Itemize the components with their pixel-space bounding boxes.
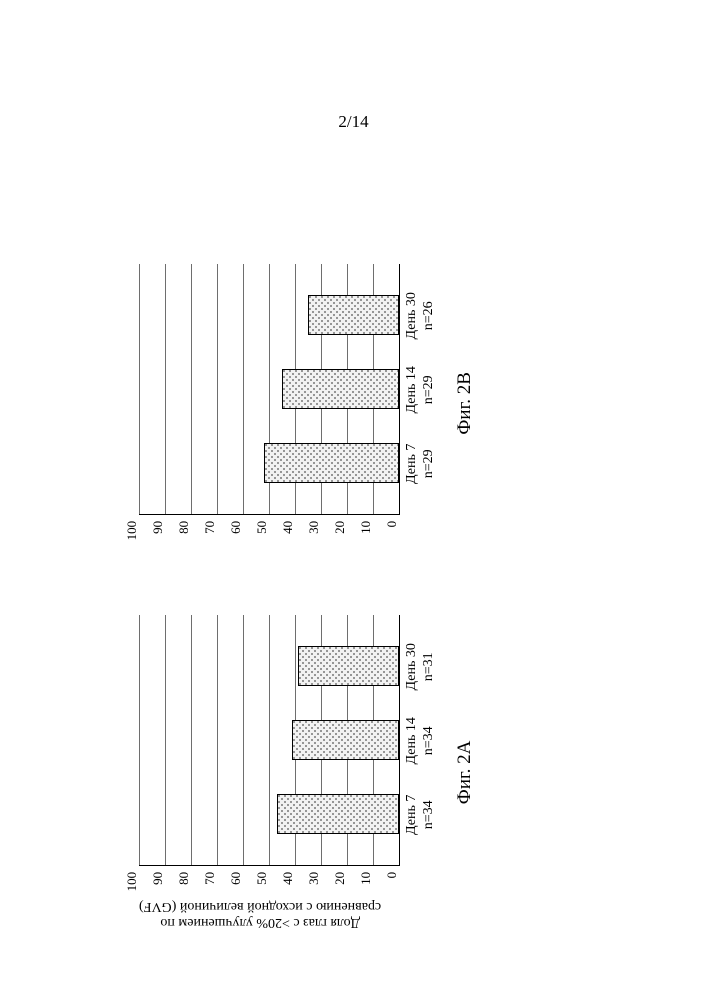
panels-row: Доля глаз с >20% улучшением по сравнению… <box>139 170 569 930</box>
plot-area-a <box>139 615 400 866</box>
plot-column-b: День 7 n=29 День 14 n=29 День 30 n=26 <box>139 264 438 515</box>
panel-2a: Доля глаз с >20% улучшением по сравнению… <box>139 615 476 930</box>
figure-caption-b: Фиг. 2B <box>454 372 476 435</box>
x-tick-label: День 14 <box>404 717 419 764</box>
y-axis-label-line-1: Доля глаз с >20% улучшением по <box>160 915 360 930</box>
x-tick-label: День 30 <box>404 643 419 690</box>
y-axis-label-line-2: сравнению с исходной величиной (GVF) <box>139 899 381 914</box>
panel-2b: 100 90 80 70 60 50 40 30 20 10 0 <box>139 264 476 543</box>
bar-a-day7 <box>277 794 399 834</box>
y-ticks-b: 100 90 80 70 60 50 40 30 20 10 0 <box>139 515 399 543</box>
bar-b-day14 <box>282 369 399 409</box>
n-label: n=31 <box>421 637 438 697</box>
x-tick-label: День 14 <box>404 366 419 413</box>
y-axis-label: Доля глаз с >20% улучшением по сравнению… <box>139 898 381 930</box>
x-tick: День 14 n=34 <box>404 711 438 771</box>
figure-caption-a: Фиг. 2A <box>454 741 476 805</box>
x-tick: День 7 n=29 <box>404 434 438 494</box>
y-ticks-a: 100 90 80 70 60 50 40 30 20 10 0 <box>139 866 399 894</box>
n-label: n=26 <box>421 286 438 346</box>
page: 2/14 Доля глаз с >20% улучшением по срав… <box>0 0 707 1000</box>
x-tick: День 14 n=29 <box>404 360 438 420</box>
bars-b <box>139 264 399 514</box>
x-axis-a: День 7 n=34 День 14 n=34 День 30 n=31 <box>400 616 438 866</box>
chart-row-a: Доля глаз с >20% улучшением по сравнению… <box>139 615 438 930</box>
chart-row-b: 100 90 80 70 60 50 40 30 20 10 0 <box>139 264 438 543</box>
x-tick-label: День 7 <box>404 444 419 484</box>
bar-b-day7 <box>264 443 399 483</box>
page-number: 2/14 <box>0 112 707 132</box>
n-label: n=34 <box>421 711 438 771</box>
n-label: n=34 <box>421 785 438 845</box>
bar-a-day30 <box>298 646 399 686</box>
x-axis-b: День 7 n=29 День 14 n=29 День 30 n=26 <box>400 265 438 515</box>
y-label-stack-a: Доля глаз с >20% улучшением по сравнению… <box>139 894 381 930</box>
x-tick-label: День 7 <box>404 795 419 835</box>
x-tick: День 7 n=34 <box>404 785 438 845</box>
plot-area-b <box>139 264 400 515</box>
n-label: n=29 <box>421 360 438 420</box>
plot-column-a: День 7 n=34 День 14 n=34 День 30 n=31 <box>139 615 438 866</box>
x-tick-label: День 30 <box>404 292 419 339</box>
bar-a-day14 <box>292 720 399 760</box>
n-label: n=29 <box>421 434 438 494</box>
x-tick: День 30 n=31 <box>404 637 438 697</box>
x-tick: День 30 n=26 <box>404 286 438 346</box>
figure-container: Доля глаз с >20% улучшением по сравнению… <box>139 170 569 930</box>
bars-a <box>139 615 399 865</box>
bar-b-day30 <box>308 295 399 335</box>
